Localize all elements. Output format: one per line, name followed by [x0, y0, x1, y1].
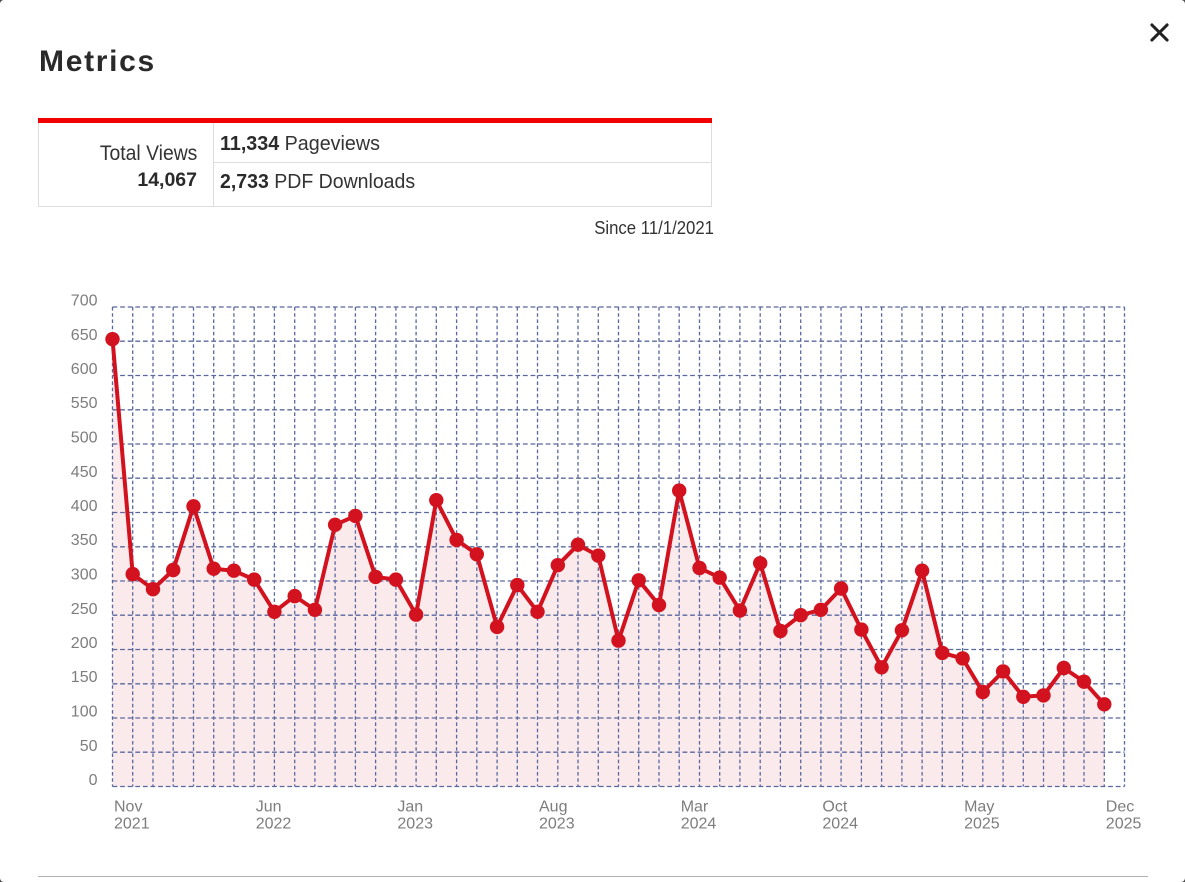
svg-text:0: 0: [89, 772, 98, 789]
svg-text:600: 600: [71, 361, 98, 378]
svg-text:2021: 2021: [114, 815, 150, 832]
svg-text:650: 650: [71, 327, 98, 344]
svg-text:2023: 2023: [539, 815, 575, 832]
svg-text:2024: 2024: [822, 815, 858, 832]
svg-text:2023: 2023: [397, 815, 433, 832]
svg-text:Jun: Jun: [256, 798, 282, 815]
svg-text:100: 100: [71, 704, 98, 721]
svg-text:300: 300: [71, 567, 98, 584]
svg-text:Oct: Oct: [822, 798, 847, 815]
svg-text:2022: 2022: [256, 815, 292, 832]
svg-text:550: 550: [71, 395, 98, 412]
svg-text:50: 50: [80, 738, 98, 755]
svg-text:400: 400: [71, 498, 98, 515]
svg-text:200: 200: [71, 635, 98, 652]
svg-text:150: 150: [71, 669, 98, 686]
svg-text:2024: 2024: [681, 815, 717, 832]
svg-text:350: 350: [71, 532, 98, 549]
svg-text:Mar: Mar: [681, 798, 709, 815]
svg-text:250: 250: [71, 601, 98, 618]
svg-text:Dec: Dec: [1106, 798, 1134, 815]
svg-text:2025: 2025: [1106, 815, 1142, 832]
svg-text:2025: 2025: [964, 815, 1000, 832]
svg-text:Aug: Aug: [539, 798, 567, 815]
svg-text:700: 700: [71, 293, 98, 310]
svg-text:Nov: Nov: [114, 798, 142, 815]
svg-text:450: 450: [71, 464, 98, 481]
svg-text:Jan: Jan: [397, 798, 423, 815]
svg-text:500: 500: [71, 430, 98, 447]
svg-text:May: May: [964, 798, 994, 815]
